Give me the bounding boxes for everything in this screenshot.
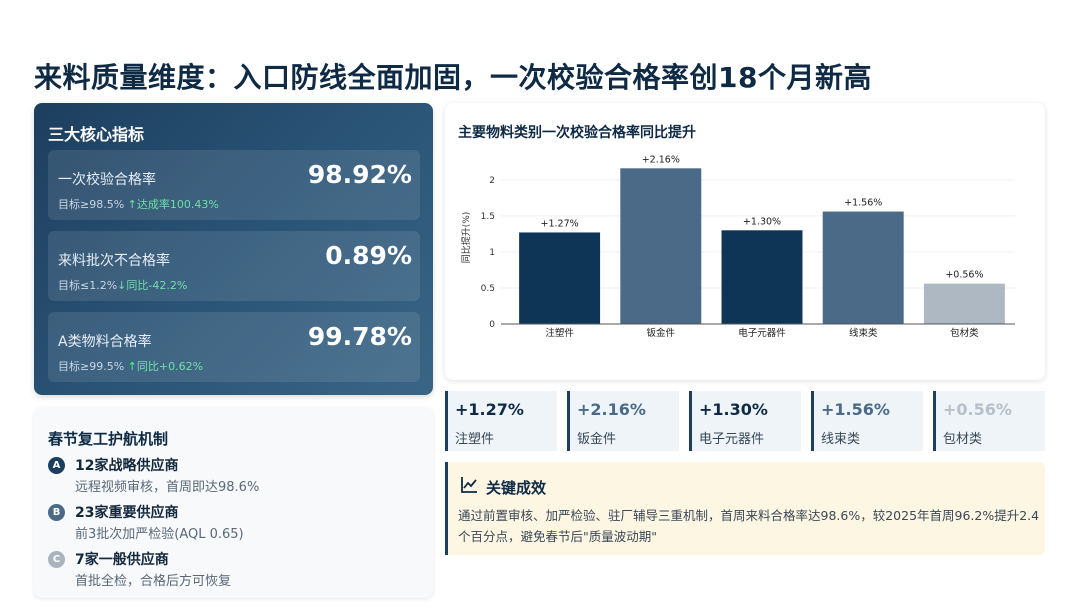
x-tick-label: 线束类 xyxy=(849,327,878,339)
kpi-target: 目标≥98.5% xyxy=(58,198,125,211)
kpi-first-pass-rate: 一次校验合格率 98.92% 目标≥98.5% ↑达成率100.43% xyxy=(48,150,420,220)
bar-1 xyxy=(519,232,601,324)
mechanism-title: 春节复工护航机制 xyxy=(48,430,169,448)
chart-card: 0 0.5 1 1.5 2 同比提升(%) +1.27% 注塑件 +2.16% 钣金件 +1.30%… xyxy=(445,103,1045,380)
kpi-card: 三大核心指标 一次校验合格率 98.92% 目标≥98.5% ↑达成率100.4… xyxy=(34,103,433,395)
kpi-compare: ↑达成率100.43% xyxy=(127,198,219,211)
stat-value: +2.16% xyxy=(577,400,646,419)
tier-name: 7家一般供应商 xyxy=(75,552,169,568)
key-result-card: 关键成效 通过前置审核、加严检验、驻厂辅导三重机制，首周来料合格率达98.6%，… xyxy=(445,462,1045,555)
kpi-compare: ↑同比+0.62% xyxy=(127,360,204,373)
chart-title: 主要物料类别一次校验合格率同比提升 xyxy=(458,125,696,141)
y-tick-label: 2 xyxy=(489,176,495,186)
bar-4 xyxy=(822,211,904,324)
tier-badge-b: B xyxy=(48,504,65,521)
tier-item: C 7家一般供应商 首批全检，合格后方可恢复 xyxy=(48,549,418,593)
key-result-text: 通过前置审核、加严检验、驻厂辅导三重机制，首周来料合格率达98.6%，较2025… xyxy=(458,508,1040,544)
stat-value: +1.30% xyxy=(699,400,768,419)
kpi-batch-reject-rate: 来料批次不合格率 0.89% 目标≤1.2%↓同比-42.2% xyxy=(48,231,420,301)
tier-name: 23家重要供应商 xyxy=(75,505,179,521)
kpi-compare: ↓同比-42.2% xyxy=(117,279,188,292)
stat-label: 电子元器件 xyxy=(699,432,765,447)
kpi-label: 一次校验合格率 xyxy=(58,172,156,188)
mechanism-card: 春节复工护航机制 A 12家战略供应商 远程视频审核，首周即达98.6% B 2… xyxy=(34,408,433,598)
page-title: 来料质量维度：入口防线全面加固，一次校验合格率创18个月新高 xyxy=(34,61,872,94)
y-tick-label: 0.5 xyxy=(481,284,495,294)
stat-label: 线束类 xyxy=(821,432,861,447)
stat-box: +1.30% 电子元器件 xyxy=(689,391,801,451)
kpi-target: 目标≥99.5% xyxy=(58,360,125,373)
tier-item: B 23家重要供应商 前3批次加严检验(AQL 0.65) xyxy=(48,502,418,546)
kpi-label: A类物料合格率 xyxy=(58,334,152,350)
stat-box: +1.56% 线束类 xyxy=(811,391,923,451)
stat-label: 注塑件 xyxy=(455,432,495,447)
kpi-label: 来料批次不合格率 xyxy=(58,253,170,269)
bar-5 xyxy=(923,283,1005,324)
tier-desc: 远程视频审核，首周即达98.6% xyxy=(75,480,260,495)
bar-data-label: +1.27% xyxy=(541,218,579,229)
x-tick-label: 注塑件 xyxy=(545,327,574,339)
tier-item: A 12家战略供应商 远程视频审核，首周即达98.6% xyxy=(48,455,418,499)
x-tick-label: 钣金件 xyxy=(647,327,676,339)
key-result-title: 关键成效 xyxy=(486,479,547,497)
bar-data-label: +0.56% xyxy=(945,270,983,281)
kpi-a-class-rate: A类物料合格率 99.78% 目标≥99.5% ↑同比+0.62% xyxy=(48,312,420,382)
bar-chart: 0 0.5 1 1.5 2 同比提升(%) +1.27% 注塑件 +2.16% 钣金件 +1.30%… xyxy=(460,154,1015,339)
stat-value: +0.56% xyxy=(943,400,1012,419)
tier-name: 12家战略供应商 xyxy=(75,458,179,474)
stat-value: +1.56% xyxy=(821,400,890,419)
bar-data-label: +2.16% xyxy=(642,154,680,165)
tier-desc: 前3批次加严检验(AQL 0.65) xyxy=(75,527,244,542)
tier-badge-a: A xyxy=(48,457,65,474)
bar-data-label: +1.56% xyxy=(844,198,882,209)
kpi-sub: 目标≥99.5% ↑同比+0.62% xyxy=(58,358,203,374)
stat-value: +1.27% xyxy=(455,400,524,419)
kpi-sub: 目标≥98.5% ↑达成率100.43% xyxy=(58,196,219,212)
x-tick-label: 电子元器件 xyxy=(738,327,786,339)
kpi-value: 98.92% xyxy=(307,160,412,189)
kpi-card-title: 三大核心指标 xyxy=(48,125,145,144)
bar-3 xyxy=(721,230,803,324)
kpi-value: 0.89% xyxy=(325,241,412,270)
kpi-sub: 目标≤1.2%↓同比-42.2% xyxy=(58,277,187,293)
kpi-target: 目标≤1.2% xyxy=(58,279,118,292)
bar-data-label: +1.30% xyxy=(743,216,781,227)
tier-badge-c: C xyxy=(48,551,65,568)
bar-2 xyxy=(620,168,702,324)
kpi-value: 99.78% xyxy=(307,322,412,351)
y-tick-label: 0 xyxy=(489,320,495,330)
stat-label: 包材类 xyxy=(943,432,983,447)
stat-box: +2.16% 钣金件 xyxy=(567,391,679,451)
stat-label: 钣金件 xyxy=(577,432,617,447)
trend-chart-icon xyxy=(461,477,477,493)
y-tick-label: 1.5 xyxy=(481,212,495,222)
x-tick-label: 包材类 xyxy=(950,327,979,339)
y-axis-label: 同比提升(%) xyxy=(460,212,472,264)
stat-box: +0.56% 包材类 xyxy=(933,391,1045,451)
stat-box: +1.27% 注塑件 xyxy=(445,391,557,451)
y-tick-label: 1 xyxy=(489,248,495,258)
tier-desc: 首批全检，合格后方可恢复 xyxy=(75,574,232,589)
